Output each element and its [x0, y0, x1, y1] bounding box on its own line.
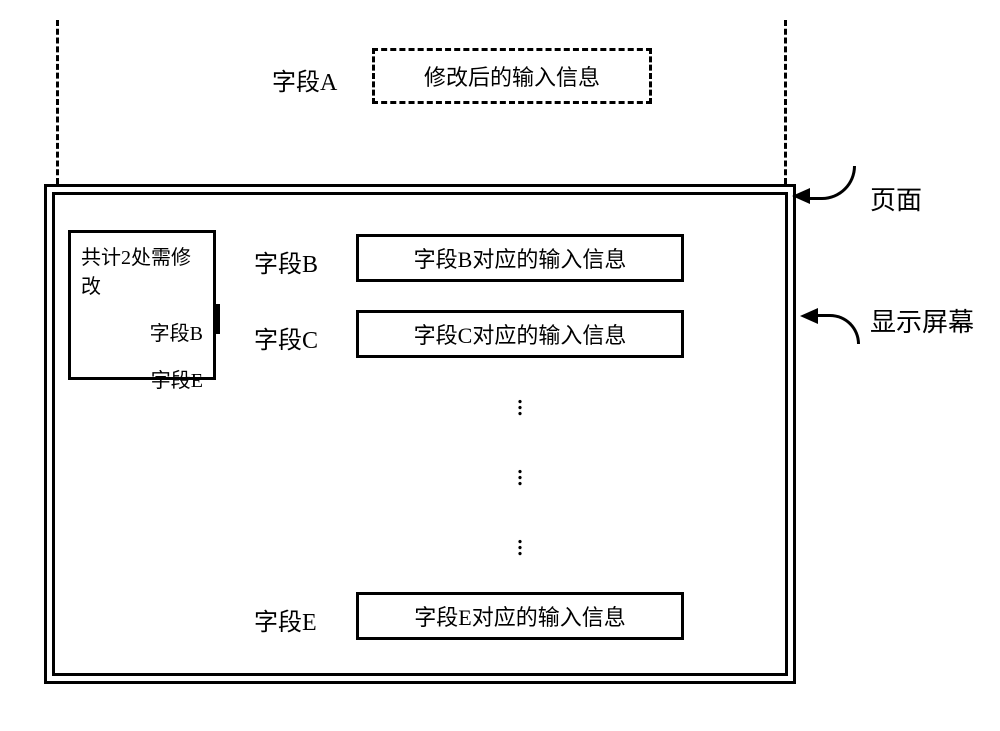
- field-c-input-text: 字段C对应的输入信息: [359, 313, 681, 355]
- field-e-input-box: 字段E对应的输入信息: [356, 592, 684, 640]
- ellipsis-dots-top: ...: [512, 392, 528, 410]
- screen-annotation-curve: [816, 314, 860, 344]
- field-b-input-text: 字段B对应的输入信息: [359, 237, 681, 279]
- field-e-input-text: 字段E对应的输入信息: [359, 595, 681, 637]
- field-b-input-box: 字段B对应的输入信息: [356, 234, 684, 282]
- summary-item-0: 字段B: [81, 317, 203, 346]
- field-a-label: 字段A: [272, 62, 337, 97]
- page-annotation-label: 页面: [870, 180, 922, 217]
- page-annotation-curve: [808, 166, 856, 200]
- modification-summary-box: 共计2处需修改 字段B 字段E: [68, 230, 216, 380]
- field-e-label: 字段E: [254, 602, 317, 637]
- ellipsis-dots-bot: ...: [512, 532, 528, 550]
- summary-item-1: 字段E: [81, 364, 203, 393]
- page-extent-dash-left: [56, 20, 59, 184]
- field-a-input-box: 修改后的输入信息: [372, 48, 652, 104]
- field-c-input-box: 字段C对应的输入信息: [356, 310, 684, 358]
- field-a-input-text: 修改后的输入信息: [375, 51, 649, 101]
- summary-title: 共计2处需修改: [81, 241, 203, 299]
- field-c-label: 字段C: [254, 320, 318, 355]
- diagram-canvas: 字段A 修改后的输入信息 共计2处需修改 字段B 字段E 字段B 字段B对应的输…: [20, 20, 1000, 711]
- screen-annotation-label: 显示屏幕: [870, 302, 974, 339]
- page-extent-dash-right: [784, 20, 787, 184]
- summary-scrollbar-thumb[interactable]: [213, 304, 220, 334]
- ellipsis-dots-mid: ...: [512, 462, 528, 480]
- field-b-label: 字段B: [254, 244, 318, 279]
